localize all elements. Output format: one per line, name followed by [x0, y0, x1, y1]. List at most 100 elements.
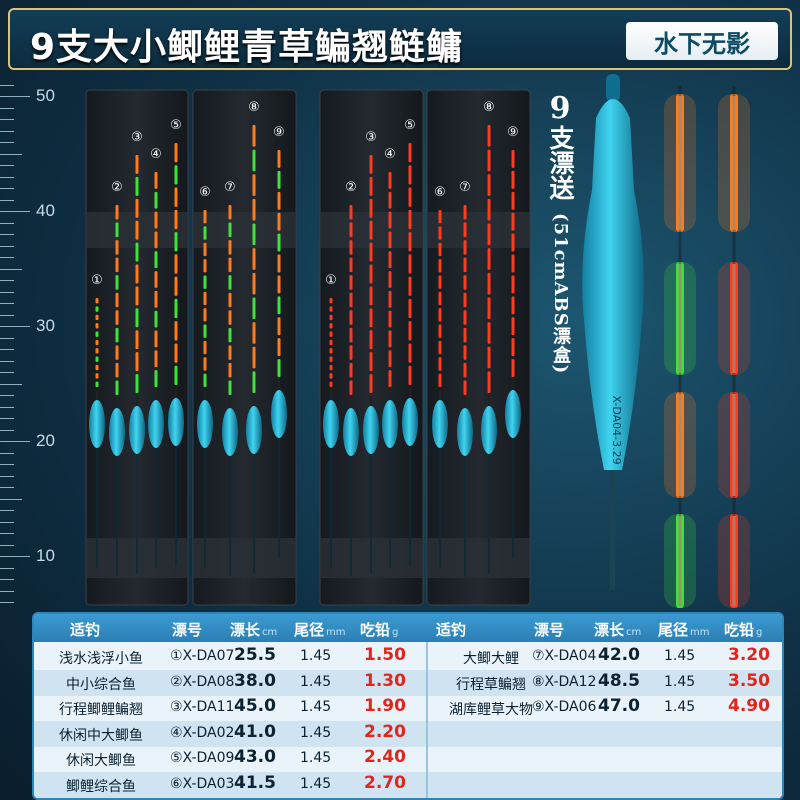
table-row: 鲫鲤综合鱼 ⑥X-DA03 41.5 1.45 2.70 [34, 771, 782, 798]
tube-core [732, 264, 736, 373]
float-tail-segment [329, 373, 333, 379]
cell-length: 38.0 [234, 670, 276, 691]
float-tail-segment [135, 264, 139, 284]
float-tail-segment [135, 352, 139, 372]
float-body [148, 400, 164, 448]
float-tail-segment [95, 348, 99, 354]
float-tail-segment [463, 222, 467, 238]
page-title: 9支大小鲫鲤青草鳊翘鲢鳙 [30, 27, 464, 68]
cell-model: ②X-DA08 [170, 673, 235, 690]
float-body [197, 400, 213, 448]
ruler-tick [0, 326, 30, 327]
ruler-tick [0, 291, 14, 293]
float-body [402, 398, 418, 446]
float-number-label: ⑨ [507, 125, 519, 140]
float-tail-segment [228, 310, 232, 325]
float-stem [96, 390, 98, 406]
float-number-label: ⑦ [224, 180, 236, 195]
cell-length: 41.5 [234, 772, 276, 793]
float-tail-segment [463, 205, 467, 220]
float-tail-segment [228, 240, 232, 255]
float-tail-segment [277, 275, 281, 294]
float-foot [116, 456, 118, 576]
ruler-tick [0, 188, 14, 189]
float-stem [370, 396, 372, 412]
float-tail-segment [95, 356, 99, 362]
table-row: 行程鲫鲤鳊翘 ③X-DA11 45.0 1.45 1.90 湖库鲤草大物 ⑨X-DA06 47… [34, 695, 782, 721]
float-tail-segment [174, 165, 178, 185]
float-tail-segment [349, 345, 353, 360]
col-model: 漂号 [172, 621, 203, 639]
float-tail-segment [277, 338, 281, 357]
col-tail-2: 尾径 mm [658, 621, 710, 639]
table-row: 中小综合鱼 ②X-DA08 38.0 1.45 1.30 行程草鳊翘 ⑧X-DA12 48.5… [34, 669, 782, 696]
ruler-tick [0, 590, 14, 592]
float-tail-segment [463, 292, 467, 308]
ruler-tick [0, 211, 30, 212]
float-stem [175, 388, 177, 404]
float-tail-segment [438, 291, 442, 306]
ruler-tick [0, 556, 30, 557]
float-tail-segment [277, 233, 281, 252]
float-tail-segment [463, 345, 467, 360]
table-divider [426, 642, 428, 798]
tube-shaft [678, 86, 682, 606]
float-tail-segment [329, 364, 333, 371]
float-tail-segment [252, 248, 256, 270]
float-tail-segment [369, 352, 373, 372]
col-tail: 尾径 mm [294, 621, 346, 639]
cell-model: ⑥X-DA03 [170, 775, 235, 792]
float-tail-segment [408, 187, 412, 207]
float-number-label: ③ [131, 130, 143, 145]
float-tail-segment [115, 345, 119, 360]
ruler-tick [0, 349, 14, 350]
col-lead-2: 吃铅 g [724, 621, 763, 639]
float-body [432, 400, 448, 448]
table-header: 适钓 漂号 漂长 cm 尾径 mm 吃铅 g 适钓 漂号 漂长 cm 尾径 mm 吃铅 g [34, 614, 782, 642]
spec-table: 适钓 漂号 漂长 cm 尾径 mm 吃铅 g 适钓 漂号 漂长 cm 尾径 mm 吃铅 g … [32, 612, 784, 800]
float-tail-segment [203, 226, 207, 240]
float-tail-segment [369, 264, 373, 284]
float-tail-segment [252, 297, 256, 320]
float-tail-segment [174, 254, 178, 274]
gift-sub: (51cmABS漂盒) [550, 213, 571, 375]
ruler-tick [0, 337, 14, 339]
float-foot [229, 456, 231, 576]
float-stem [512, 380, 514, 396]
float-number-label: ⑧ [248, 100, 260, 115]
float-tail-segment [408, 165, 412, 185]
float-tail-segment [511, 338, 515, 357]
float-tail-segment [329, 331, 333, 337]
float-body [323, 400, 339, 448]
float-tail-segment [154, 370, 158, 387]
cell-lead: 1.90 [364, 696, 406, 716]
gift-count: 9 [549, 91, 571, 126]
float-tail-segment [252, 125, 256, 147]
float-tail-segment [349, 310, 353, 325]
title-banner: 9支大小鲫鲤青草鳊翘鲢鳙 水下无影 [8, 8, 792, 70]
tube-core [678, 516, 682, 606]
float-stem [389, 390, 391, 406]
ruler-tick [0, 107, 14, 109]
float-tail-segment [487, 149, 491, 172]
cell-tail: 1.45 [300, 699, 332, 715]
float-tail-segment [154, 271, 158, 288]
cell-length: 48.5 [598, 670, 640, 691]
float-tail-segment [252, 346, 256, 369]
tube-core [732, 516, 736, 606]
float-tail-segment [438, 226, 442, 240]
cell-lead: 2.70 [364, 772, 406, 793]
float-tail-segment [95, 339, 99, 346]
float-body [222, 408, 238, 456]
float-tail-segment [511, 296, 515, 315]
float-number-label: ⑦ [459, 180, 471, 195]
gift-text: 支漂送 [546, 125, 575, 200]
float-tail-segment [277, 317, 281, 336]
ruler-tick [0, 429, 14, 431]
float-stem [350, 398, 352, 414]
float-tail-segment [463, 257, 467, 273]
big-float-stem [610, 470, 615, 590]
float-tail-segment [487, 272, 491, 295]
float-tail-segment [408, 321, 412, 341]
float-tail-segment [228, 345, 232, 360]
